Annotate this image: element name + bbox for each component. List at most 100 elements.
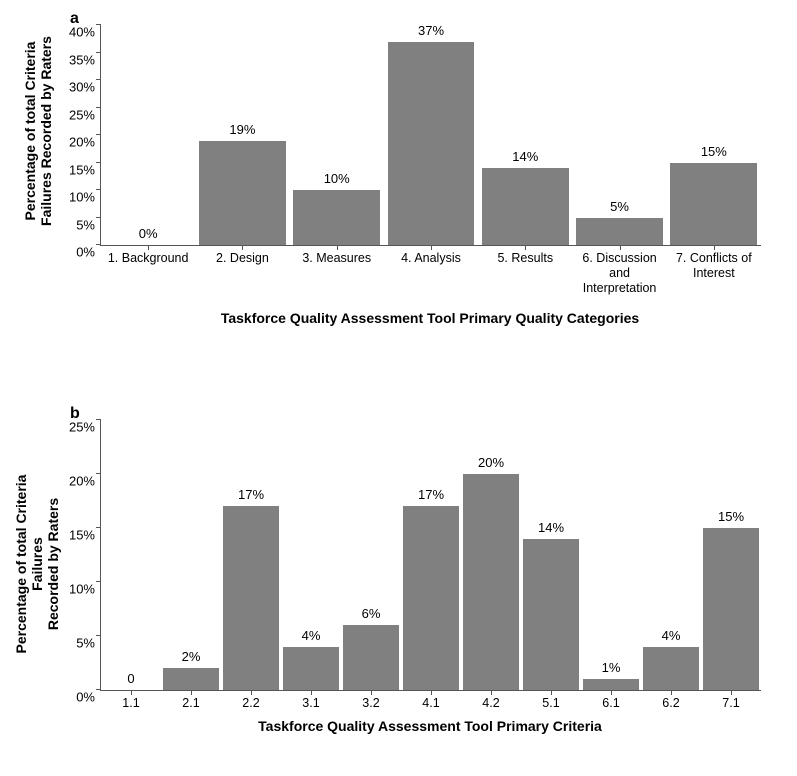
panel-a-x-title: Taskforce Quality Assessment Tool Primar… xyxy=(100,310,760,326)
x-tick xyxy=(311,690,312,695)
x-tick-label: 3.1 xyxy=(284,696,339,711)
y-tick xyxy=(96,244,101,245)
y-tick-label: 0% xyxy=(76,245,95,260)
bar-value-label: 2% xyxy=(182,649,201,664)
x-tick xyxy=(551,690,552,695)
bar-value-label: 20% xyxy=(478,455,504,470)
y-tick xyxy=(96,635,101,636)
y-tick-label: 15% xyxy=(69,162,95,177)
bar-value-label: 10% xyxy=(324,171,350,186)
bar-value-label: 4% xyxy=(662,628,681,643)
bar-value-label: 0% xyxy=(139,226,158,241)
x-tick-label: 5. Results xyxy=(478,251,573,266)
y-tick-label: 40% xyxy=(69,25,95,40)
x-tick-label: 6. Discussion and Interpretation xyxy=(572,251,667,296)
panel-a-y-title: Percentage of total Criteria Failures Re… xyxy=(22,31,54,231)
bar-value-label: 1% xyxy=(602,660,621,675)
x-tick xyxy=(251,690,252,695)
panel-a: a Percentage of total Criteria Failures … xyxy=(0,0,797,370)
x-tick-label: 5.1 xyxy=(524,696,579,711)
y-tick xyxy=(96,217,101,218)
y-tick xyxy=(96,419,101,420)
bar xyxy=(163,668,218,690)
x-tick-label: 1. Background xyxy=(101,251,196,266)
bar-value-label: 15% xyxy=(701,144,727,159)
bar-value-label: 4% xyxy=(302,628,321,643)
x-tick-label: 2.1 xyxy=(164,696,219,711)
bar-value-label: 6% xyxy=(362,606,381,621)
bar xyxy=(523,539,578,690)
y-tick-label: 0% xyxy=(76,690,95,705)
y-tick-label: 5% xyxy=(76,217,95,232)
y-tick-label: 35% xyxy=(69,52,95,67)
panel-b-y-title-line1: Percentage of total Criteria Failures Re… xyxy=(13,449,61,679)
x-tick xyxy=(371,690,372,695)
bar xyxy=(343,625,398,690)
bar-value-label: 17% xyxy=(418,487,444,502)
x-tick xyxy=(714,245,715,250)
bar xyxy=(670,163,757,246)
y-tick xyxy=(96,527,101,528)
y-tick xyxy=(96,689,101,690)
bar-value-label: 14% xyxy=(512,149,538,164)
y-tick-label: 20% xyxy=(69,474,95,489)
x-tick-label: 2. Design xyxy=(195,251,290,266)
y-tick xyxy=(96,107,101,108)
bar xyxy=(283,647,338,690)
x-tick-label: 7. Conflicts of Interest xyxy=(666,251,761,281)
x-tick-label: 4.2 xyxy=(464,696,519,711)
x-tick-label: 4. Analysis xyxy=(384,251,479,266)
bar-value-label: 5% xyxy=(610,199,629,214)
x-tick xyxy=(131,690,132,695)
x-tick-label: 1.1 xyxy=(104,696,159,711)
y-tick-label: 30% xyxy=(69,80,95,95)
bar-value-label: 15% xyxy=(718,509,744,524)
x-tick-label: 6.1 xyxy=(584,696,639,711)
panel-a-plot-area: 0%5%10%15%20%25%30%35%40%0%1. Background… xyxy=(100,25,761,246)
bar xyxy=(583,679,638,690)
bar xyxy=(293,190,380,245)
bar xyxy=(388,42,475,246)
bar xyxy=(199,141,286,246)
bar xyxy=(223,506,278,690)
bar xyxy=(576,218,663,246)
panel-a-y-title-line1: Percentage of total Criteria Failures Re… xyxy=(22,31,54,231)
y-tick xyxy=(96,162,101,163)
panel-b: b Percentage of total Criteria Failures … xyxy=(0,395,797,765)
panel-b-x-title: Taskforce Quality Assessment Tool Primar… xyxy=(100,718,760,734)
y-tick-label: 15% xyxy=(69,528,95,543)
y-tick xyxy=(96,134,101,135)
y-tick xyxy=(96,24,101,25)
y-tick xyxy=(96,79,101,80)
bar xyxy=(643,647,698,690)
bar xyxy=(403,506,458,690)
y-tick-label: 20% xyxy=(69,135,95,150)
x-tick xyxy=(491,690,492,695)
panel-b-y-title: Percentage of total Criteria Failures Re… xyxy=(13,449,61,679)
x-tick-label: 4.1 xyxy=(404,696,459,711)
y-tick-label: 10% xyxy=(69,582,95,597)
y-tick xyxy=(96,189,101,190)
bar-value-label: 14% xyxy=(538,520,564,535)
bar xyxy=(703,528,758,690)
x-tick xyxy=(671,690,672,695)
y-tick xyxy=(96,581,101,582)
x-tick-label: 7.1 xyxy=(704,696,759,711)
bar-value-label: 19% xyxy=(229,122,255,137)
x-tick xyxy=(242,245,243,250)
y-tick-label: 5% xyxy=(76,636,95,651)
y-tick-label: 25% xyxy=(69,107,95,122)
bar xyxy=(482,168,569,245)
y-tick-label: 10% xyxy=(69,190,95,205)
y-tick xyxy=(96,52,101,53)
y-tick xyxy=(96,473,101,474)
bar-value-label: 37% xyxy=(418,23,444,38)
figure-container: a Percentage of total Criteria Failures … xyxy=(0,0,797,776)
x-tick-label: 3.2 xyxy=(344,696,399,711)
x-tick-label: 3. Measures xyxy=(289,251,384,266)
panel-b-plot-area: 0%5%10%15%20%25%01.12%2.117%2.24%3.16%3.… xyxy=(100,420,761,691)
y-tick-label: 25% xyxy=(69,420,95,435)
x-tick xyxy=(611,690,612,695)
x-tick xyxy=(337,245,338,250)
x-tick xyxy=(191,690,192,695)
